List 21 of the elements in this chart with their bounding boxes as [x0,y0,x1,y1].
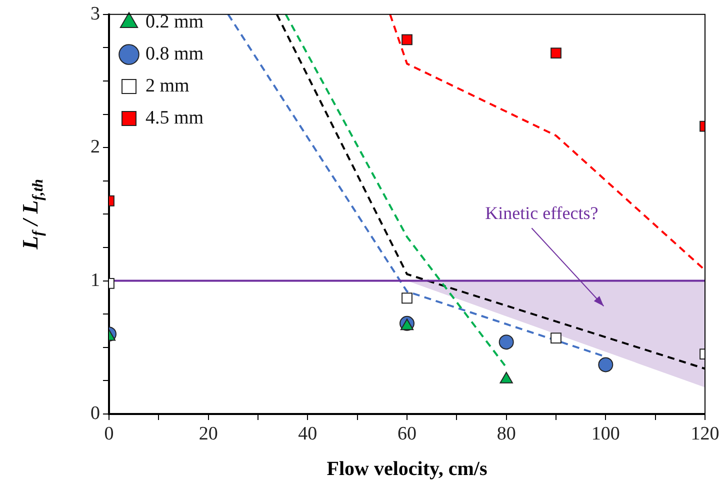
x-axis-title: Flow velocity, cm/s [326,458,488,480]
point [598,357,614,372]
x-tick-label: 40 [298,423,318,444]
legend-label: 4.5 mm [146,107,204,128]
y-tick-label: 3 [90,3,100,24]
y-tick-label: 0 [90,402,100,424]
x-tick-label: 20 [198,423,218,444]
legend-label: 0.8 mm [146,43,204,64]
legend-label: 0.2 mm [146,11,204,32]
x-tick-label: 80 [496,423,516,444]
x-tick-label: 60 [398,423,416,444]
x-tick-label: 120 [690,423,720,444]
y-axis-title: Lf / Lf,th [18,179,46,250]
x-tick-label: 0 [104,423,114,444]
y-tick-label: 1 [90,270,100,291]
x-tick-label: 100 [591,423,620,444]
annotation: Kinetic effects? [485,202,598,223]
line-series [389,14,705,272]
point [498,334,514,350]
y-tick-label: 2 [90,136,100,158]
legend-label: 2 mm [146,75,190,96]
